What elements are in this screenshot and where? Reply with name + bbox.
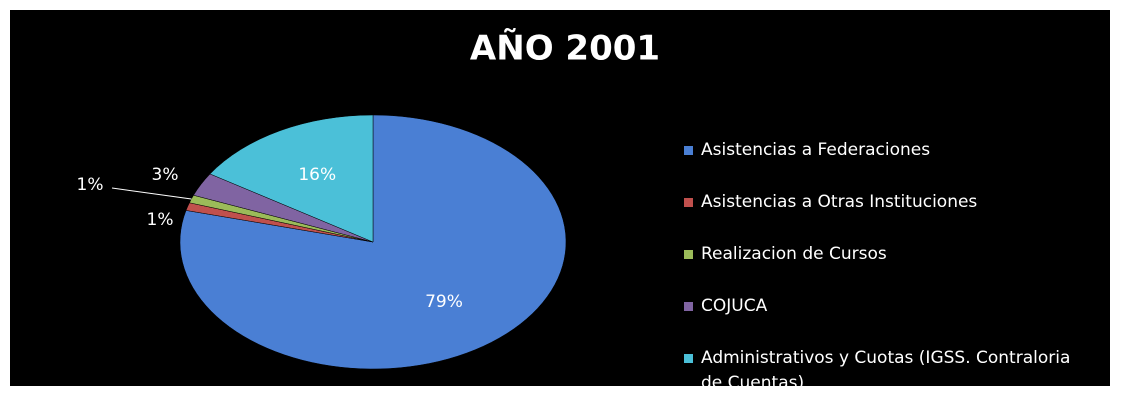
pie-slice <box>209 114 374 243</box>
data-label: 1% <box>147 210 174 230</box>
legend-swatch <box>684 302 693 311</box>
legend-label: COJUCA <box>701 296 768 316</box>
legend-label: Asistencias a Otras Instituciones <box>701 192 978 212</box>
legend-label: Administrativos y Cuotas (IGSS. Contralo… <box>701 348 1071 393</box>
data-label: 16% <box>298 165 336 185</box>
legend-item: Realizacion de Cursos <box>684 242 1094 267</box>
legend-item: Asistencias a Federaciones <box>684 138 1094 163</box>
chart-title: AÑO 2001 <box>470 28 660 69</box>
legend-swatch <box>684 354 693 363</box>
data-label: 1% <box>77 175 104 195</box>
legend-label: Asistencias a Federaciones <box>701 140 931 160</box>
legend-label: Realizacion de Cursos <box>701 244 887 264</box>
legend-item: Administrativos y Cuotas (IGSS. Contralo… <box>684 346 1094 396</box>
legend-swatch <box>684 198 693 207</box>
legend-swatch <box>684 146 693 155</box>
data-label: 3% <box>152 165 179 185</box>
legend-item: Asistencias a Otras Instituciones <box>684 190 1094 215</box>
legend-swatch <box>684 250 693 259</box>
pie-slice <box>179 114 567 370</box>
legend-item: COJUCA <box>684 294 1094 319</box>
data-label: 79% <box>425 292 463 312</box>
leader-line <box>111 187 192 200</box>
